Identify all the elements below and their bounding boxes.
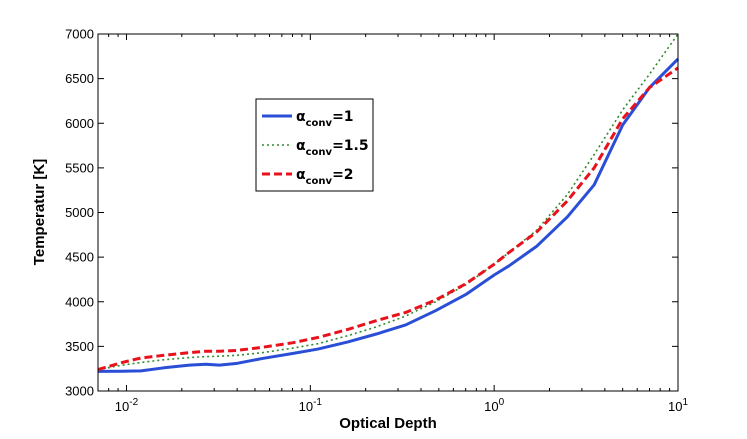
plot-area — [98, 34, 678, 391]
series-line-3 — [97, 66, 679, 372]
legend-label-3: αconv=2 — [296, 167, 354, 187]
y-tick-label: 5500 — [65, 160, 94, 175]
y-tick-label: 3000 — [65, 384, 94, 399]
ticks-layer: 3000 3500 4000 4500 5000 5500 6000 6500 7000 10-2… — [65, 27, 688, 415]
series-line-2 — [97, 33, 679, 371]
x-tick-label: 101 — [668, 397, 688, 414]
legend-label-1: αconv=1 — [296, 109, 354, 129]
y-tick-label: 7000 — [65, 27, 94, 42]
x-axis-label: Optical Depth — [339, 415, 437, 432]
y-axis-label: Temperatur [K] — [31, 159, 48, 265]
x-tick-label: 100 — [484, 397, 504, 414]
legend: αconv=1 αconv=1.5 αconv=2 — [255, 98, 374, 192]
series-layer — [97, 33, 680, 373]
y-tick-label: 3500 — [65, 339, 94, 354]
x-tick-label: 10-1 — [299, 397, 323, 414]
x-tick-label: 10-2 — [115, 397, 139, 414]
y-tick-label: 6000 — [65, 116, 94, 131]
legend-box — [255, 98, 374, 192]
series-line-1 — [97, 57, 680, 373]
y-tick-label: 4500 — [65, 250, 94, 265]
legend-label-2: αconv=1.5 — [296, 138, 369, 158]
y-tick-label: 5000 — [65, 205, 94, 220]
y-tick-label: 4000 — [65, 294, 94, 309]
plot-frame — [97, 33, 679, 392]
y-tick-label: 6500 — [65, 71, 94, 86]
